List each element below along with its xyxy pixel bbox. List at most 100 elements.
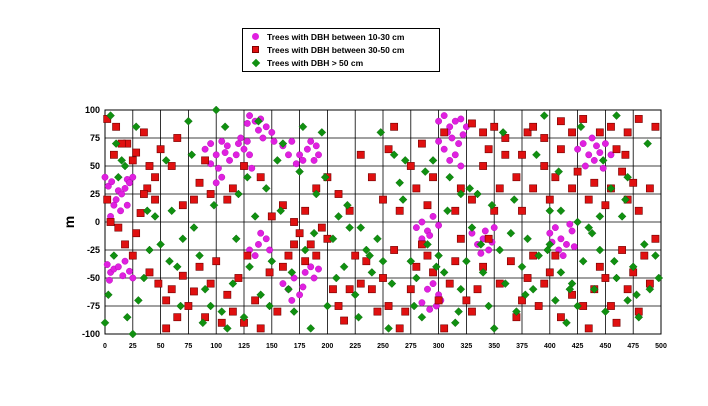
data-point-diamond <box>189 223 199 232</box>
data-point-diamond <box>634 312 644 322</box>
data-point-square <box>412 184 421 193</box>
data-point-diamond <box>384 324 393 333</box>
data-point-circle <box>418 218 426 226</box>
data-point-square <box>234 274 243 282</box>
x-tick-label: 200 <box>322 343 334 350</box>
data-point-diamond <box>623 172 632 182</box>
data-point-square <box>145 162 154 170</box>
data-point-diamond <box>528 284 538 294</box>
data-point-square <box>267 212 276 221</box>
data-point-diamond <box>545 206 555 216</box>
data-point-square <box>379 274 387 282</box>
data-point-square <box>132 148 141 157</box>
data-point-circle <box>201 145 209 153</box>
data-point-square <box>306 240 315 249</box>
legend-item-over-50: Trees with DBH > 50 cm <box>251 57 363 69</box>
data-point-circle <box>221 149 229 156</box>
data-point-circle <box>607 151 615 159</box>
data-point-diamond <box>334 212 343 221</box>
data-point-circle <box>310 274 318 282</box>
data-point-square <box>334 190 343 198</box>
legend: Trees with DBH between 10-30 cm Trees wi… <box>242 28 440 72</box>
data-point-circle <box>223 142 231 150</box>
data-point-diamond <box>122 312 132 322</box>
data-point-circle <box>451 151 459 159</box>
data-point-square <box>201 156 209 165</box>
data-point-diamond <box>450 318 460 328</box>
data-points <box>100 105 664 339</box>
y-tick-label: 50 <box>90 161 100 171</box>
data-point-circle <box>435 117 442 125</box>
data-point-diamond <box>332 273 341 283</box>
y-tick-label: -75 <box>87 301 100 311</box>
data-point-circle <box>123 201 131 209</box>
data-point-square <box>640 251 649 260</box>
data-point-square <box>434 296 443 305</box>
data-point-square <box>206 190 215 198</box>
data-point-diamond <box>284 284 293 294</box>
data-point-square <box>495 184 504 193</box>
x-tick-label: 25 <box>129 343 137 350</box>
data-point-square <box>390 122 399 131</box>
data-point-square <box>312 251 321 260</box>
data-point-square <box>623 128 632 137</box>
data-point-square <box>601 201 610 210</box>
data-point-diamond <box>467 223 477 232</box>
data-point-diamond <box>114 172 123 182</box>
data-point-square <box>114 223 123 232</box>
data-point-circle <box>255 240 262 248</box>
data-point-diamond <box>498 128 508 137</box>
data-point-diamond <box>454 307 463 316</box>
data-point-circle <box>114 263 122 271</box>
data-point-square <box>462 296 471 305</box>
data-point-square <box>256 173 265 182</box>
data-point-circle <box>546 229 554 237</box>
data-point-square <box>518 296 526 305</box>
data-point-diamond <box>439 268 449 277</box>
data-point-diamond <box>145 245 154 255</box>
legend-item-30-50: Trees with DBH between 30-50 cm <box>251 44 404 56</box>
data-point-diamond <box>376 128 386 137</box>
data-point-circle <box>599 164 607 172</box>
data-point-diamond <box>254 116 263 126</box>
data-point-diamond <box>562 318 571 328</box>
data-point-square <box>523 274 532 282</box>
x-tick-label: 250 <box>377 343 389 350</box>
data-point-square <box>173 134 182 142</box>
data-point-square <box>395 206 404 215</box>
y-tick-label: 100 <box>85 105 100 115</box>
data-point-square <box>579 115 588 123</box>
data-point-diamond <box>445 172 455 182</box>
data-point-diamond <box>628 262 638 272</box>
diamond-marker-icon <box>251 58 261 68</box>
x-tick-label: 75 <box>185 343 193 350</box>
data-point-diamond <box>306 324 316 333</box>
data-point-square <box>490 122 499 131</box>
data-point-diamond <box>532 150 541 160</box>
data-point-diamond <box>478 268 488 277</box>
data-point-square <box>132 229 141 238</box>
data-point-diamond <box>328 234 338 244</box>
x-tick-label: 350 <box>488 343 500 350</box>
data-point-circle <box>251 252 259 260</box>
data-point-circle <box>590 156 598 164</box>
data-point-diamond <box>206 301 215 311</box>
data-point-square <box>301 257 310 266</box>
data-point-circle <box>108 178 116 186</box>
data-point-diamond <box>367 268 377 277</box>
data-point-diamond <box>456 189 466 199</box>
data-point-diamond <box>412 273 421 283</box>
y-tick-label: -25 <box>87 245 100 255</box>
data-point-square <box>590 178 599 187</box>
data-point-square <box>265 268 274 277</box>
data-point-diamond <box>276 206 285 216</box>
data-point-circle <box>457 162 465 170</box>
data-point-diamond <box>643 139 652 148</box>
data-point-diamond <box>273 156 282 165</box>
data-point-circle <box>218 173 226 181</box>
data-point-diamond <box>595 245 605 255</box>
data-point-square <box>540 279 549 288</box>
data-point-diamond <box>161 156 171 165</box>
data-point-diamond <box>234 189 243 199</box>
data-point-diamond <box>250 212 260 221</box>
